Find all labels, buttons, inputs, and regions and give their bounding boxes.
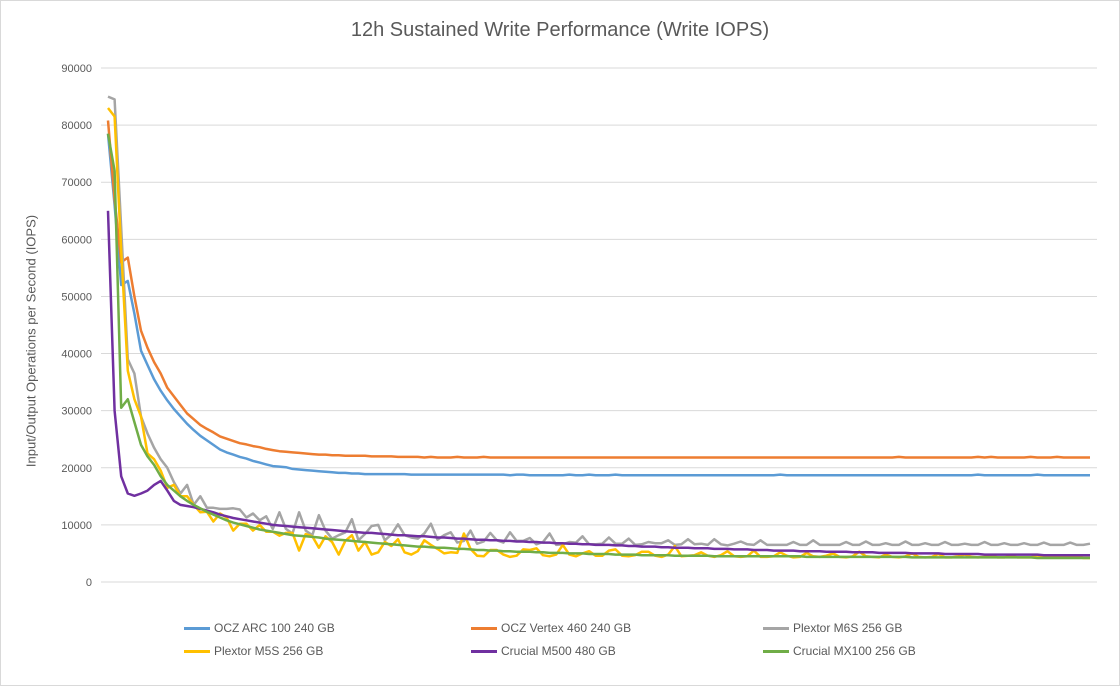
legend-swatch <box>763 649 789 653</box>
series-line-plextor-m6s-256-gb <box>107 95 1091 547</box>
legend-swatch <box>471 649 497 653</box>
y-tick-label: 10000 <box>61 520 92 532</box>
legend-item-plextor-m6s: Plextor M6S 256 GB <box>763 621 902 635</box>
y-tick-label: 60000 <box>61 234 92 246</box>
series-line-plextor-m5s-256-gb <box>107 107 1090 560</box>
y-tick-label: 70000 <box>61 177 92 189</box>
legend-label: OCZ ARC 100 240 GB <box>214 621 335 635</box>
series-line-crucial-mx100-256-gb <box>106 133 1090 560</box>
legend-swatch <box>184 626 210 630</box>
y-tick-label: 80000 <box>61 120 92 132</box>
legend-label: Plextor M6S 256 GB <box>793 621 903 635</box>
y-tick-label: 30000 <box>61 406 92 418</box>
chart-title: 12h Sustained Write Performance (Write I… <box>350 19 770 41</box>
legend-label: Crucial MX100 256 GB <box>793 644 916 658</box>
legend-item-ocz-vertex: OCZ Vertex 460 240 GB <box>471 621 631 635</box>
series-line-ocz-vertex-460-240-gb <box>106 120 1090 459</box>
legend-swatch <box>471 626 497 630</box>
y-tick-label: 40000 <box>61 349 92 361</box>
y-tick-label: 20000 <box>61 463 92 475</box>
legend-item-plextor-m5s: Plextor M5S 256 GB <box>184 644 323 658</box>
y-tick-label: 0 <box>86 577 92 589</box>
legend-item-crucial-m500: Crucial M500 480 GB <box>471 644 616 658</box>
legend-label: Crucial M500 480 GB <box>501 644 616 658</box>
y-tick-label: 90000 <box>61 63 92 75</box>
series-line-crucial-m500-480-gb <box>106 210 1090 557</box>
y-tick-label: 50000 <box>61 291 92 303</box>
series-line-ocz-arc-100-240-gb <box>106 133 1090 477</box>
legend-swatch <box>763 626 789 630</box>
legend-item-crucial-mx100: Crucial MX100 256 GB <box>763 644 916 658</box>
legend-swatch <box>184 649 210 653</box>
legend-label: Plextor M5S 256 GB <box>214 644 324 658</box>
legend-label: OCZ Vertex 460 240 GB <box>501 621 632 635</box>
legend-item-ocz-arc: OCZ ARC 100 240 GB <box>184 621 335 635</box>
